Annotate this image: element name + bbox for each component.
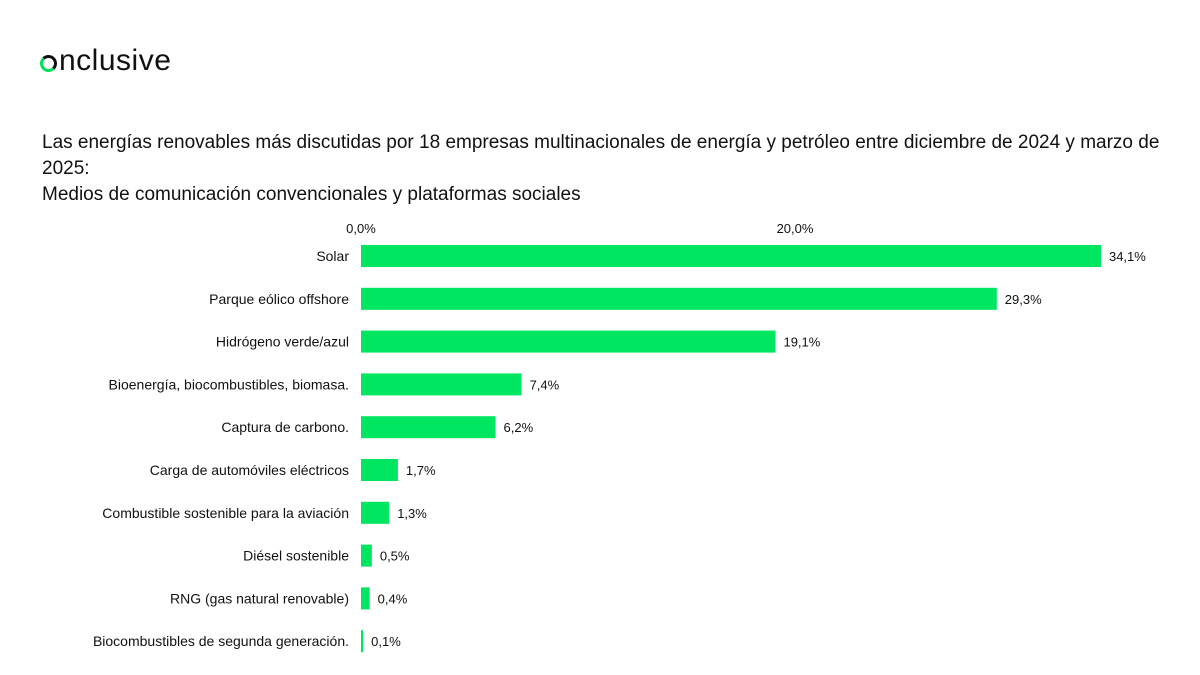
bar bbox=[361, 245, 1101, 267]
bar bbox=[361, 330, 776, 353]
category-label: Diésel sostenible bbox=[243, 548, 349, 564]
category-label: Captura de carbono. bbox=[221, 419, 349, 435]
bar-value-label: 1,7% bbox=[406, 463, 436, 478]
bar bbox=[361, 459, 398, 481]
bar-value-label: 7,4% bbox=[530, 377, 560, 392]
bar-value-label: 0,5% bbox=[380, 549, 410, 564]
bar-value-label: 34,1% bbox=[1109, 249, 1146, 264]
logo-text: nclusive bbox=[59, 44, 172, 77]
category-label: Parque eólico offshore bbox=[209, 291, 349, 307]
bar bbox=[361, 416, 496, 439]
x-tick-label: 20,0% bbox=[777, 221, 814, 236]
bar bbox=[361, 287, 997, 310]
chart-title-line1: Las energías renovables más discutidas p… bbox=[42, 132, 1160, 179]
bar bbox=[361, 501, 390, 524]
category-label: Solar bbox=[316, 248, 349, 264]
logo-ring-icon bbox=[40, 54, 57, 72]
bar-value-label: 1,3% bbox=[397, 506, 427, 521]
chart-title-line2: Medios de comunicación convencionales y … bbox=[42, 184, 581, 205]
x-tick-label: 0,0% bbox=[346, 221, 376, 236]
bar bbox=[361, 587, 370, 610]
bar-value-label: 6,2% bbox=[504, 420, 534, 435]
category-label: RNG (gas natural renovable) bbox=[170, 590, 349, 606]
category-label: Combustible sostenible para la aviación bbox=[102, 505, 349, 521]
bar bbox=[361, 630, 364, 653]
bar-value-label: 0,1% bbox=[371, 634, 401, 649]
chart-title: Las energías renovables más discutidas p… bbox=[42, 130, 1172, 208]
bar-value-label: 29,3% bbox=[1005, 292, 1042, 307]
bar bbox=[361, 373, 522, 396]
category-label: Bioenergía, biocombustibles, biomasa. bbox=[109, 376, 349, 392]
bar bbox=[361, 544, 372, 567]
onclusive-logo: nclusive bbox=[40, 44, 171, 78]
category-label: Carga de automóviles eléctricos bbox=[150, 462, 349, 478]
category-label: Hidrógeno verde/azul bbox=[216, 334, 349, 350]
bar-value-label: 19,1% bbox=[783, 335, 820, 350]
bar-value-label: 0,4% bbox=[378, 591, 408, 606]
category-label: Biocombustibles de segunda generación. bbox=[93, 633, 349, 649]
